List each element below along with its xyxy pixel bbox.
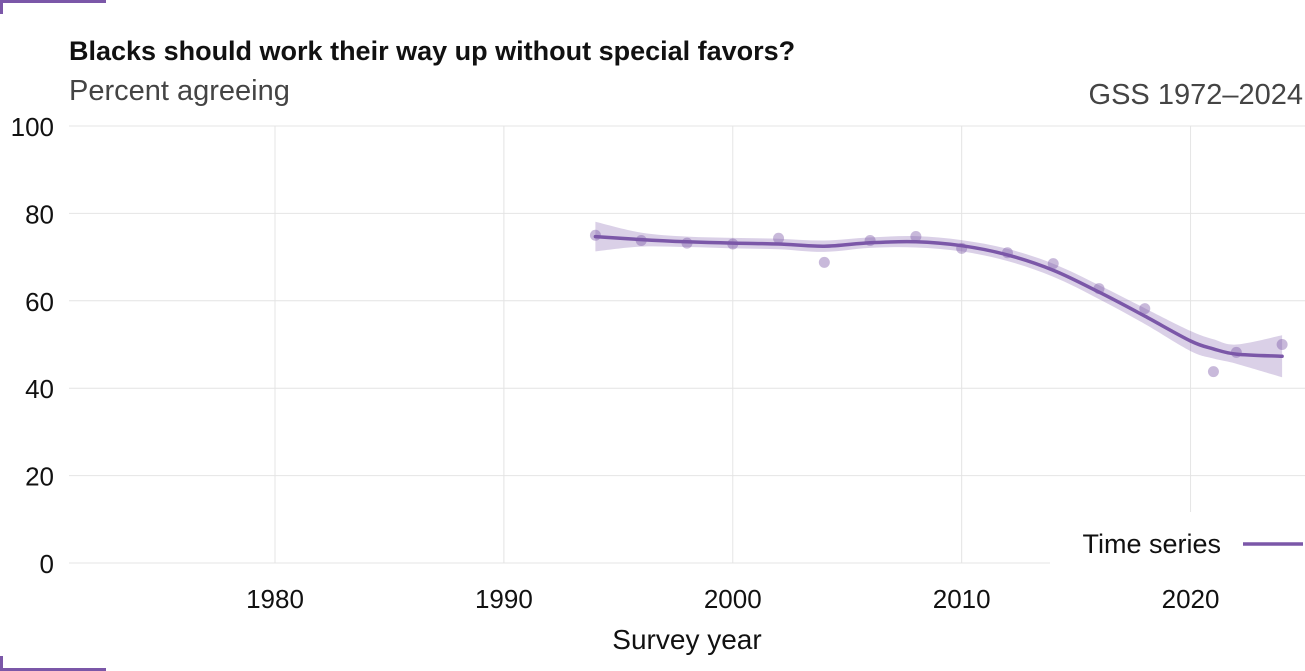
corner-decoration-top: [0, 0, 106, 14]
x-axis-title: Survey year: [612, 624, 761, 655]
y-tick-label-80: 80: [25, 199, 54, 229]
legend-label: Time series: [1082, 529, 1221, 559]
data-point-2002: [773, 232, 785, 244]
data-point-2021: [1207, 366, 1219, 378]
x-tick-label-2000: 2000: [704, 584, 762, 614]
y-tick-label-20: 20: [25, 462, 54, 492]
chart-title: Blacks should work their way up without …: [69, 36, 796, 66]
data-point-2018: [1139, 303, 1151, 315]
data-points: [589, 229, 1288, 378]
y-tick-label-100: 100: [11, 112, 54, 142]
legend-background: [1050, 512, 1305, 572]
confidence-ribbon: [595, 221, 1283, 378]
x-tick-label-2020: 2020: [1162, 584, 1220, 614]
y-axis-ticks: 0 20 40 60 80 100: [11, 112, 54, 579]
chart-subtitle: Percent agreeing: [69, 75, 290, 107]
grid-lines: [69, 125, 1305, 564]
data-point-2008: [910, 231, 922, 243]
y-tick-label-0: 0: [40, 549, 54, 579]
x-axis-ticks: 1980 1990 2000 2010 2020: [246, 584, 1219, 614]
chart-source: GSS 1972–2024: [1088, 79, 1303, 111]
confidence-band: [595, 221, 1283, 378]
trend-line: [593, 234, 1284, 359]
x-tick-label-2010: 2010: [933, 584, 991, 614]
x-tick-label-1990: 1990: [475, 584, 533, 614]
data-point-2024: [1276, 339, 1288, 350]
data-point-2014: [1047, 258, 1059, 270]
trend-line-path: [593, 234, 1284, 359]
corner-decoration-bottom: [0, 656, 106, 671]
data-point-2004: [818, 256, 830, 268]
y-tick-label-60: 60: [25, 287, 54, 317]
y-tick-label-40: 40: [25, 374, 54, 404]
x-tick-label-1980: 1980: [246, 584, 304, 614]
